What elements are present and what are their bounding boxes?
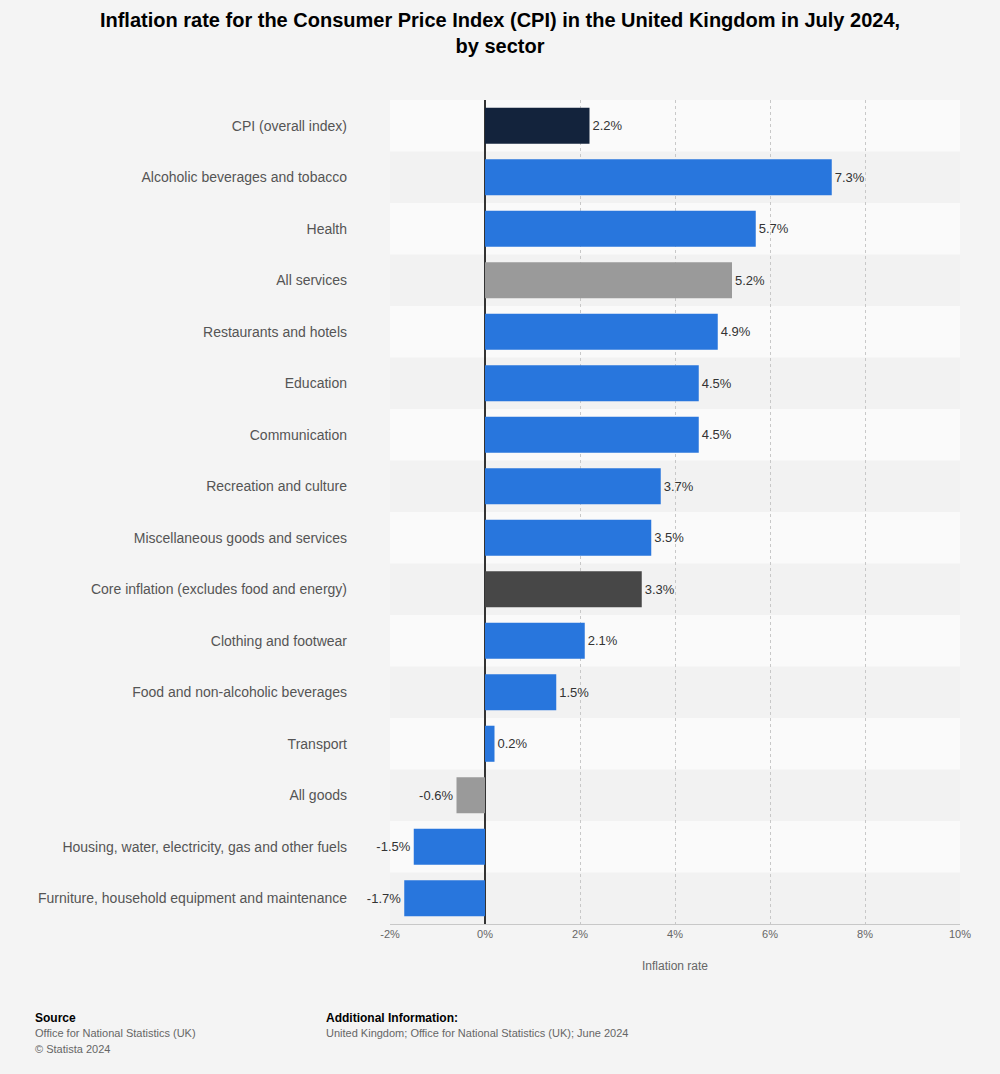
svg-text:-1.7%: -1.7% xyxy=(367,891,401,906)
svg-text:Furniture, household equipment: Furniture, household equipment and maint… xyxy=(38,890,347,906)
svg-text:Transport: Transport xyxy=(288,736,348,752)
svg-text:All services: All services xyxy=(276,272,347,288)
svg-text:Health: Health xyxy=(307,221,347,237)
svg-text:1.5%: 1.5% xyxy=(559,685,589,700)
svg-text:6%: 6% xyxy=(762,928,778,940)
svg-text:Source: Source xyxy=(35,1011,76,1025)
svg-text:Office for National Statistics: Office for National Statistics (UK) xyxy=(35,1027,196,1039)
svg-text:Inflation rate: Inflation rate xyxy=(642,959,708,973)
svg-text:3.5%: 3.5% xyxy=(654,530,684,545)
svg-text:Miscellaneous goods and servic: Miscellaneous goods and services xyxy=(134,530,347,546)
svg-text:Food and non-alcoholic beverag: Food and non-alcoholic beverages xyxy=(132,684,347,700)
svg-text:2.1%: 2.1% xyxy=(588,633,618,648)
svg-text:8%: 8% xyxy=(857,928,873,940)
svg-text:CPI (overall index): CPI (overall index) xyxy=(232,118,347,134)
svg-text:5.2%: 5.2% xyxy=(735,273,765,288)
svg-text:0%: 0% xyxy=(477,928,493,940)
svg-text:7.3%: 7.3% xyxy=(835,170,865,185)
svg-text:-1.5%: -1.5% xyxy=(376,839,410,854)
svg-text:4.5%: 4.5% xyxy=(702,427,732,442)
svg-text:Recreation and culture: Recreation and culture xyxy=(206,478,347,494)
svg-text:-2%: -2% xyxy=(380,928,400,940)
svg-text:0.2%: 0.2% xyxy=(498,736,528,751)
svg-text:All goods: All goods xyxy=(289,787,347,803)
svg-text:Clothing and footwear: Clothing and footwear xyxy=(211,633,348,649)
svg-text:2.2%: 2.2% xyxy=(593,118,623,133)
svg-text:Restaurants and hotels: Restaurants and hotels xyxy=(203,324,347,340)
svg-text:10%: 10% xyxy=(949,928,971,940)
svg-text:Education: Education xyxy=(285,375,347,391)
svg-text:-0.6%: -0.6% xyxy=(419,788,453,803)
svg-text:Communication: Communication xyxy=(250,427,347,443)
svg-text:2%: 2% xyxy=(572,928,588,940)
svg-text:United Kingdom; Office for Nat: United Kingdom; Office for National Stat… xyxy=(326,1027,628,1039)
svg-text:Housing, water, electricity, g: Housing, water, electricity, gas and oth… xyxy=(62,839,347,855)
svg-text:Additional Information:: Additional Information: xyxy=(326,1011,458,1025)
svg-text:5.7%: 5.7% xyxy=(759,221,789,236)
svg-text:3.7%: 3.7% xyxy=(664,479,694,494)
svg-text:Core inflation (excludes food: Core inflation (excludes food and energy… xyxy=(91,581,347,597)
svg-text:Alcoholic beverages and tobacc: Alcoholic beverages and tobacco xyxy=(142,169,348,185)
svg-text:© Statista 2024: © Statista 2024 xyxy=(35,1043,110,1055)
svg-text:3.3%: 3.3% xyxy=(645,582,675,597)
svg-text:4.5%: 4.5% xyxy=(702,376,732,391)
svg-text:Inflation rate for the Consume: Inflation rate for the Consumer Price In… xyxy=(100,9,900,57)
svg-text:4.9%: 4.9% xyxy=(721,324,751,339)
svg-text:4%: 4% xyxy=(667,928,683,940)
